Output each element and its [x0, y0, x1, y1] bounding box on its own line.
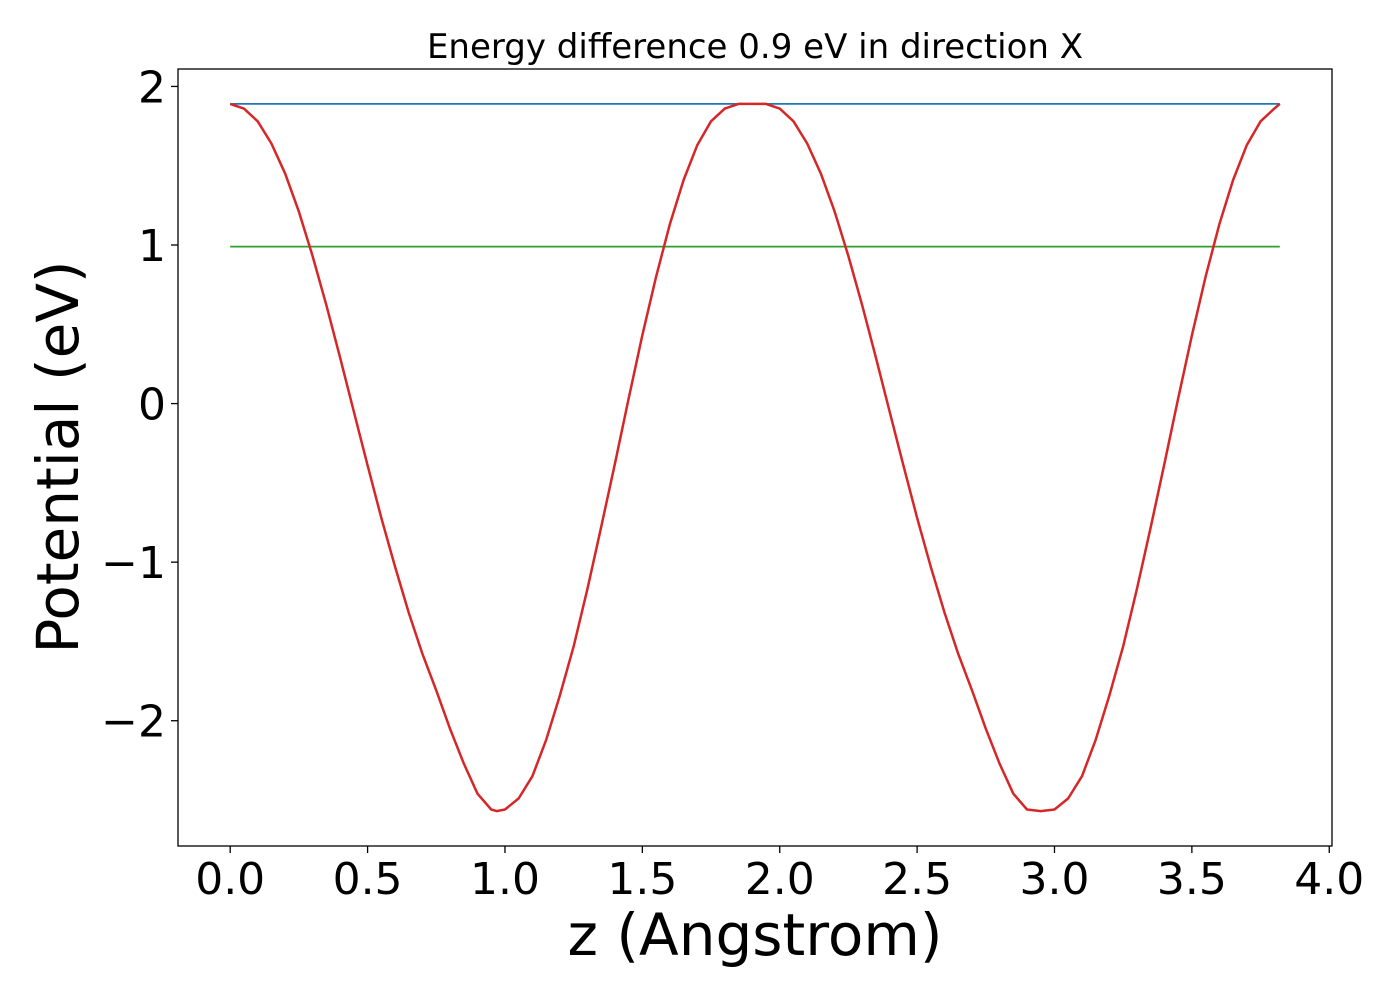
x-tick-label: 2.0 — [745, 854, 815, 905]
chart-title: Energy difference 0.9 eV in direction X — [427, 27, 1083, 67]
y-axis: −2 −1 0 1 2 — [101, 62, 178, 748]
x-tick-label: 0.0 — [195, 854, 265, 905]
y-tick-label: 1 — [138, 221, 166, 272]
y-tick-label: −2 — [101, 697, 166, 748]
x-tick-label: 1.0 — [470, 854, 540, 905]
y-tick-label: 0 — [138, 380, 166, 431]
y-axis-label: Potential (eV) — [24, 260, 92, 653]
series-line-2 — [229, 102, 1281, 813]
series-layer — [229, 102, 1281, 813]
plot-frame — [177, 68, 1333, 847]
y-tick-label: 2 — [138, 62, 166, 113]
x-tick-label: 1.5 — [607, 854, 677, 905]
x-axis: 0.0 0.5 1.0 1.5 2.0 2.5 3.0 3.5 4.0 — [195, 846, 1364, 905]
x-tick-label: 3.5 — [1157, 854, 1227, 905]
x-axis-label: z (Angstrom) — [568, 901, 943, 969]
x-tick-label: 0.5 — [333, 854, 403, 905]
x-tick-label: 3.0 — [1019, 854, 1089, 905]
y-tick-label: −1 — [101, 538, 166, 589]
x-tick-label: 4.0 — [1294, 854, 1364, 905]
x-tick-label: 2.5 — [882, 854, 952, 905]
